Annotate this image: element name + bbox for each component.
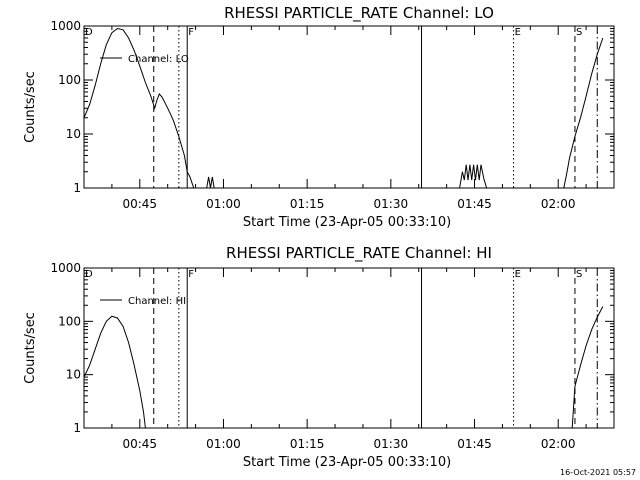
x-tick-label: 01:45 — [457, 437, 492, 451]
x-tick-label: 01:45 — [457, 197, 492, 211]
x-axis-label: Start Time (23-Apr-05 00:33:10) — [243, 215, 451, 230]
plot-frame — [83, 267, 615, 429]
chart-title: RHESSI PARTICLE_RATE Channel: LO — [224, 4, 494, 23]
hi-channel-panel: RHESSI PARTICLE_RATE Channel: HI Counts/s… — [23, 244, 615, 470]
x-axis-label: Start Time (23-Apr-05 00:33:10) — [243, 455, 451, 470]
event-marker-label: F — [188, 269, 194, 280]
x-tick-label: 01:00 — [206, 197, 241, 211]
event-marker-label: E — [515, 269, 521, 280]
y-tick-label: 1 — [73, 421, 81, 435]
event-marker-label: D — [85, 27, 93, 38]
x-tick-label: 01:30 — [374, 197, 409, 211]
x-tick-label: 01:15 — [290, 437, 325, 451]
x-tick-label: 01:00 — [206, 437, 241, 451]
event-marker-label: F — [188, 27, 194, 38]
y-tick-label: 100 — [58, 314, 81, 328]
x-tick-label: 02:00 — [541, 197, 576, 211]
legend-label: Channel: HI — [128, 296, 186, 307]
footer-timestamp: 16-Oct-2021 05:57 — [560, 468, 636, 477]
y-tick-label: 1000 — [50, 261, 81, 275]
series-line — [206, 176, 215, 189]
chart-title: RHESSI PARTICLE_RATE Channel: HI — [226, 244, 492, 263]
event-marker-label: E — [515, 27, 521, 38]
y-tick-label: 1000 — [50, 19, 81, 33]
x-tick-label: 02:00 — [541, 437, 576, 451]
y-tick-label: 1 — [73, 181, 81, 195]
x-tick-label: 00:45 — [122, 197, 157, 211]
series-line — [459, 164, 488, 189]
event-marker-label: S — [576, 269, 582, 280]
x-tick-label: 00:45 — [122, 437, 157, 451]
series-line — [83, 27, 195, 189]
y-axis-label: Counts/sec — [23, 71, 38, 143]
event-marker-label: S — [576, 27, 582, 38]
series-line — [563, 37, 604, 189]
legend-label: Channel: LO — [128, 54, 189, 65]
y-tick-label: 10 — [66, 368, 81, 382]
y-tick-label: 100 — [58, 73, 81, 87]
y-axis-label: Counts/sec — [23, 312, 38, 384]
event-marker-label: D — [85, 269, 93, 280]
series-line — [571, 306, 604, 429]
x-tick-label: 01:30 — [374, 437, 409, 451]
series-line — [83, 315, 146, 429]
y-tick-label: 10 — [66, 127, 81, 141]
plot-frame — [83, 25, 615, 189]
lo-channel-panel: RHESSI PARTICLE_RATE Channel: LO Counts/s… — [23, 4, 615, 230]
x-tick-label: 01:15 — [290, 197, 325, 211]
